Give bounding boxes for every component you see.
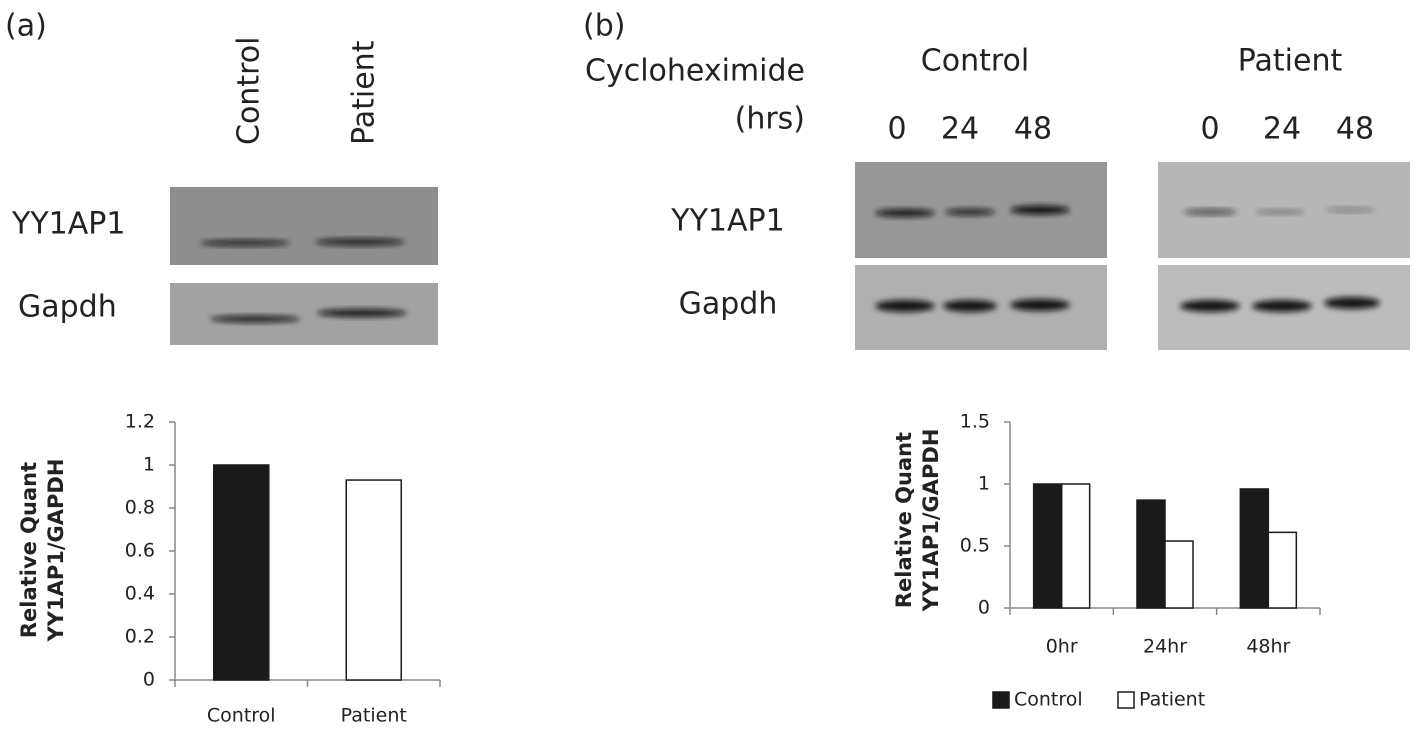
- bar: [1136, 499, 1166, 609]
- y-axis-label: YY1AP1/GAPDH: [44, 459, 68, 643]
- time-label: 0: [887, 112, 906, 147]
- bar: [1239, 488, 1270, 609]
- bar: [1032, 483, 1063, 609]
- blot-band: [1180, 300, 1240, 312]
- time-label: 24: [1263, 112, 1301, 147]
- row-label: Gapdh: [679, 287, 778, 322]
- time-label: 24: [941, 112, 979, 147]
- y-tick-label: 0.2: [125, 626, 155, 648]
- blot-band: [1324, 297, 1380, 309]
- legend-label: Patient: [1139, 689, 1205, 711]
- blot-band: [1255, 209, 1305, 215]
- panel-label: (a): [5, 9, 47, 44]
- lane-label: Control: [232, 37, 267, 145]
- blot-band: [1010, 205, 1070, 215]
- treatment-label: Cycloheximide: [585, 54, 805, 89]
- legend-swatch: [992, 691, 1010, 709]
- y-tick-label: 0: [143, 669, 155, 691]
- blot-band: [875, 209, 935, 217]
- blot-band: [1325, 207, 1375, 213]
- y-axis-label: Relative Quant: [892, 432, 916, 608]
- y-axis-label: Relative Quant: [17, 462, 41, 638]
- x-tick-label: 0hr: [1046, 636, 1078, 658]
- x-tick-label: 24hr: [1143, 636, 1187, 658]
- blot-band: [317, 309, 407, 317]
- group-label: Control: [921, 44, 1029, 79]
- blot-band: [875, 300, 935, 312]
- time-label: 0: [1200, 112, 1219, 147]
- blot-band: [200, 240, 290, 246]
- row-label: YY1AP1: [670, 204, 784, 239]
- bar: [213, 464, 270, 681]
- bar: [1060, 483, 1091, 609]
- bar: [1267, 531, 1298, 609]
- x-tick-label: Patient: [341, 705, 407, 727]
- blot-band: [315, 238, 405, 246]
- y-tick-label: 0.4: [125, 583, 155, 605]
- time-label: 48: [1336, 112, 1374, 147]
- blot-band: [1252, 300, 1312, 312]
- blot: [170, 187, 438, 265]
- bar: [345, 479, 402, 681]
- row-label: YY1AP1: [11, 207, 125, 242]
- row-label: Gapdh: [18, 290, 117, 325]
- y-tick-label: 1: [143, 454, 155, 476]
- blot-band: [1010, 299, 1070, 311]
- blot-band: [945, 208, 995, 216]
- x-tick-label: Control: [207, 705, 276, 727]
- y-tick-label: 1.2: [125, 411, 155, 433]
- x-tick-label: 48hr: [1246, 636, 1290, 658]
- blot-band: [210, 315, 300, 323]
- y-axis-label: YY1AP1/GAPDH: [919, 429, 943, 613]
- panel-label: (b): [583, 9, 625, 44]
- unit-label: (hrs): [735, 102, 805, 137]
- y-tick-label: 1.5: [960, 411, 990, 433]
- blot-band: [943, 300, 997, 312]
- y-tick-label: 1: [978, 473, 990, 495]
- y-tick-label: 0: [978, 597, 990, 619]
- time-label: 48: [1014, 112, 1052, 147]
- legend-swatch: [1117, 691, 1135, 709]
- y-tick-label: 0.8: [125, 497, 155, 519]
- group-label: Patient: [1238, 44, 1343, 79]
- y-tick-label: 0.5: [960, 535, 990, 557]
- legend-label: Control: [1014, 689, 1083, 711]
- lane-label: Patient: [347, 40, 382, 145]
- bar: [1164, 540, 1194, 609]
- y-tick-label: 0.6: [125, 540, 155, 562]
- blot-band: [1183, 209, 1237, 215]
